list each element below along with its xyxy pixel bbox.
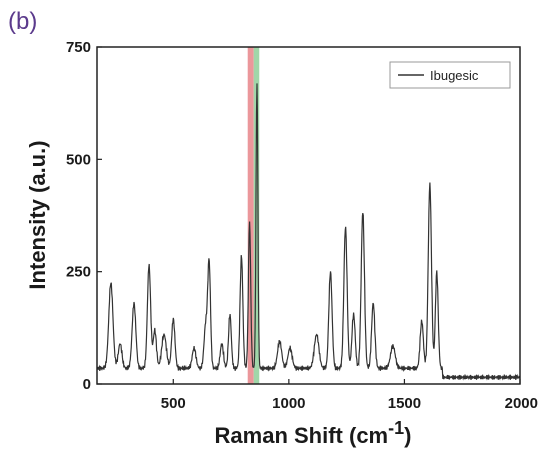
panel-label: (b) — [8, 8, 38, 35]
x-axis-ticks: 500 1000 1500 2000 — [161, 379, 538, 412]
x-tick-label: 500 — [161, 395, 186, 412]
legend: Ibugesic — [389, 61, 511, 89]
y-axis-title: Intensity (a.u.) — [25, 140, 50, 289]
x-tick-label: 1000 — [272, 395, 305, 412]
highlight-band-1 — [247, 47, 254, 384]
x-tick-label: 2000 — [505, 395, 538, 412]
series-line-ibugesic — [96, 83, 521, 381]
x-axis-title-superscript: -1 — [388, 418, 404, 438]
plot-frame — [96, 46, 521, 385]
x-axis-title: Raman Shift (cm-1) — [215, 418, 412, 448]
legend-entry-ibugesic: Ibugesic — [430, 68, 479, 83]
series-group — [96, 83, 521, 381]
y-tick-label: 0 — [83, 376, 91, 393]
y-tick-label: 250 — [66, 264, 91, 281]
y-tick-label: 500 — [66, 151, 91, 168]
y-axis-ticks: 0 250 500 750 — [66, 39, 102, 393]
x-axis-title-close: ) — [404, 423, 411, 448]
x-tick-label: 1500 — [388, 395, 421, 412]
x-axis-title-main: Raman Shift (cm — [215, 423, 389, 448]
y-tick-label: 750 — [66, 39, 91, 56]
